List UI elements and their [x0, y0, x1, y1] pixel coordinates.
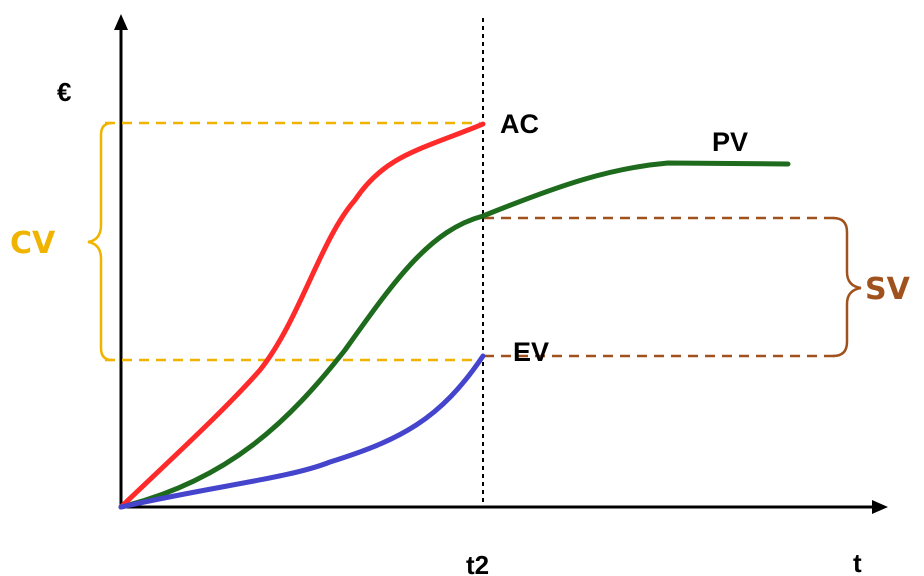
y-axis-arrow: [114, 14, 128, 30]
x-axis-arrow: [872, 500, 888, 514]
ac-label: AC: [500, 109, 539, 139]
ev-label: EV: [513, 337, 549, 367]
cv-label: CV: [10, 226, 56, 261]
cv-brace: [87, 121, 113, 362]
sv-brace: [832, 216, 862, 358]
t2-label: t2: [466, 550, 489, 576]
x-axis-label: t: [853, 548, 862, 576]
ac-curve: [118, 121, 486, 510]
y-axis-label: €: [57, 77, 71, 107]
pv-curve: [118, 160, 791, 510]
pv-label: PV: [712, 127, 748, 157]
ev-curve: [118, 353, 486, 510]
sv-label: SV: [865, 272, 911, 307]
